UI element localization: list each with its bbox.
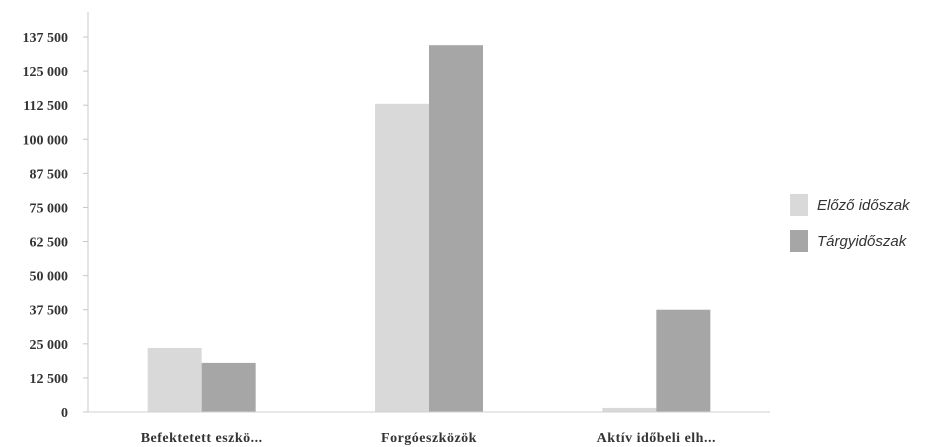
y-tick-label: 125 000	[23, 65, 69, 80]
legend-label: Tárgyidőszak	[817, 233, 908, 250]
legend: Előző időszak Tárgyidőszak	[790, 194, 911, 252]
bar	[656, 309, 711, 412]
y-tick-label: 75 000	[30, 201, 69, 216]
x-axis: Befektetett eszkö... Forgóeszközök Aktív i…	[88, 411, 770, 446]
legend-label: Előző időszak	[817, 197, 911, 214]
y-tick-label: 137 500	[23, 31, 69, 46]
y-axis: 0 12 500 25 000 37 500 50 000 62 500 75 000 87 …	[23, 12, 89, 421]
y-tick-label: 100 000	[23, 133, 69, 148]
x-tick-label: Forgóeszközök	[381, 431, 477, 446]
bars	[147, 45, 711, 413]
legend-swatch	[790, 194, 808, 216]
x-tick-label: Befektetett eszkö...	[141, 431, 263, 446]
y-tick-label: 87 500	[30, 167, 69, 182]
y-tick-label: 37 500	[30, 304, 69, 319]
y-tick-label: 0	[61, 406, 68, 421]
x-tick-label: Aktív időbeli elh...	[597, 431, 716, 446]
bar	[201, 362, 256, 412]
y-tick-label: 112 500	[23, 99, 68, 114]
y-tick-label: 50 000	[30, 270, 69, 285]
bar	[602, 407, 657, 412]
bar	[375, 103, 429, 413]
y-tick-label: 12 500	[30, 372, 69, 387]
bar	[147, 347, 202, 412]
y-tick-label: 25 000	[30, 338, 69, 353]
y-tick-label: 62 500	[30, 236, 69, 251]
legend-swatch	[790, 230, 808, 252]
bar	[429, 45, 483, 412]
